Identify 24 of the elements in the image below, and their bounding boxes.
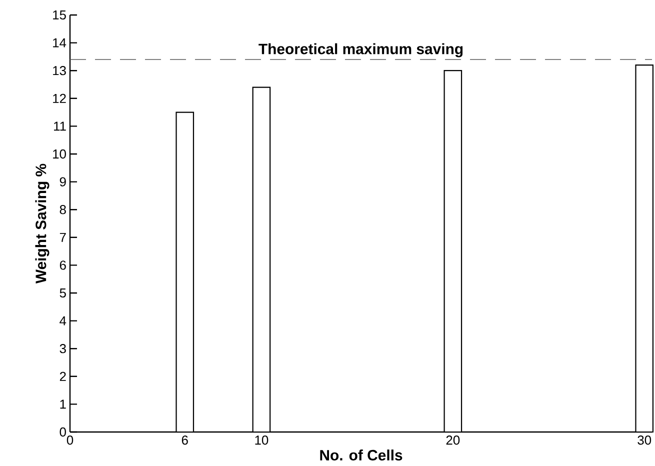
y-axis-title: Weight Saving %: [35, 164, 50, 284]
ref-line-label: Theoretical maximum saving: [258, 43, 463, 58]
y-tick-label: 8: [60, 205, 66, 214]
y-tick-label: 12: [53, 94, 66, 103]
x-tick-label: 6: [182, 436, 188, 445]
x-tick-label: 10: [255, 436, 268, 445]
y-tick-label: 15: [53, 10, 66, 20]
y-tick-label: 3: [60, 344, 66, 354]
y-tick-label: 4: [60, 316, 66, 326]
y-tick-label: 14: [53, 38, 66, 48]
y-tick-label: 10: [53, 149, 66, 159]
y-tick-label: 13: [53, 66, 66, 76]
x-tick-label: 30: [638, 436, 652, 445]
x-tick-label: 20: [446, 436, 460, 445]
y-tick-label: 0: [60, 427, 66, 437]
y-tick-label: 5: [60, 288, 66, 298]
y-tick-label: 1: [60, 400, 66, 409]
y-tick-label: 2: [60, 372, 66, 381]
y-tick-label: 7: [60, 232, 66, 242]
x-axis-title: No. of Cells: [320, 450, 402, 460]
y-tick-label: 11: [54, 122, 66, 131]
x-tick-label: 0: [66, 436, 74, 445]
y-tick-label: 9: [60, 177, 66, 186]
y-tick-label: 6: [60, 260, 66, 270]
